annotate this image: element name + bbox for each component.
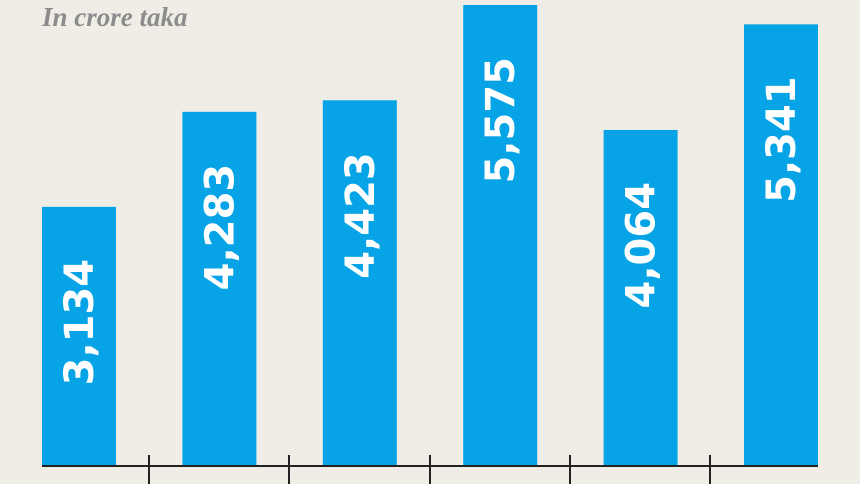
bar	[744, 24, 818, 466]
value-label: 5,575	[478, 57, 524, 184]
value-label: 4,423	[338, 152, 384, 279]
chart-subtitle: In crore taka	[41, 2, 188, 32]
plot-area: 3,134 4,283 4,423 5,575 4,064 5,341	[42, 5, 818, 466]
bar	[182, 111, 257, 466]
bar	[463, 5, 538, 466]
bar	[322, 100, 397, 466]
bar	[42, 206, 116, 466]
value-label: 3,134	[57, 259, 103, 386]
value-label: 5,341	[759, 76, 805, 203]
value-label: 4,283	[197, 164, 243, 291]
value-label: 4,064	[619, 182, 665, 309]
bar	[603, 129, 678, 466]
axis-separators	[148, 455, 711, 484]
